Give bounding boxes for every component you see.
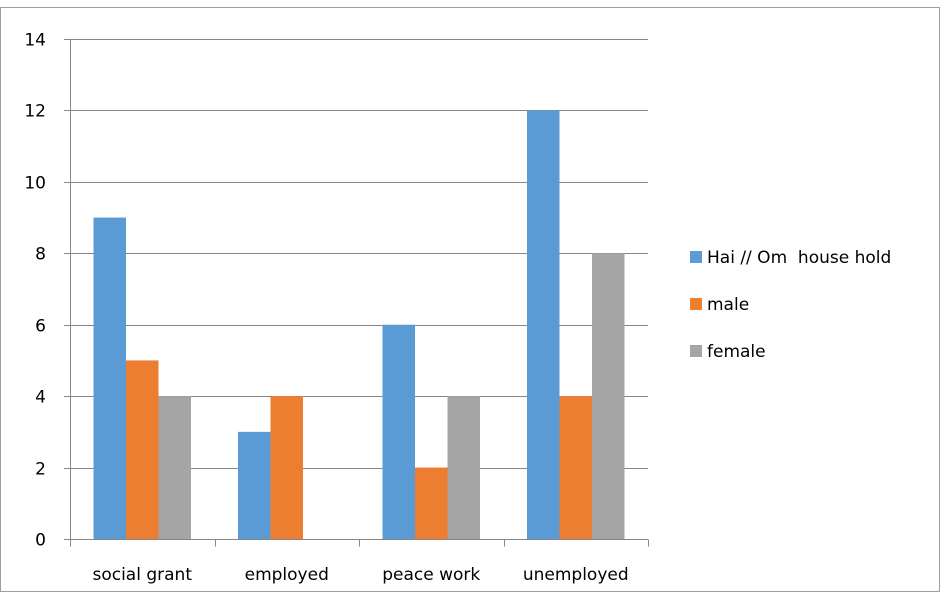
y-tick-label: 4	[35, 388, 46, 408]
x-tick-label: peace work	[382, 565, 480, 585]
bar-unemployed-female	[592, 253, 625, 540]
legend-swatch	[690, 251, 702, 263]
legend-label: Hai // Om house hold	[707, 248, 891, 268]
y-tick-label: 2	[35, 460, 46, 480]
y-tick-label: 12	[24, 102, 46, 122]
legend-swatch	[690, 298, 702, 310]
legend-label: female	[707, 342, 766, 362]
axes	[64, 39, 649, 547]
bar-unemployed-male	[559, 396, 592, 539]
legend: Hai // Om house hold male female	[690, 248, 891, 362]
bar-employed-hai-om-house-hold	[238, 431, 271, 539]
bar-unemployed-hai-om-house-hold	[527, 110, 560, 539]
legend-label: male	[707, 295, 749, 315]
bar-social-grant-hai-om-house-hold	[93, 217, 126, 540]
x-tick-label: employed	[245, 565, 329, 585]
x-tick-label: social grant	[92, 565, 192, 585]
y-tick-label: 6	[35, 317, 46, 337]
bar-peace-work-female	[447, 396, 480, 539]
y-tick-label: 10	[24, 174, 46, 194]
bar-peace-work-hai-om-house-hold	[382, 324, 415, 539]
x-tick-label: unemployed	[523, 565, 629, 585]
y-tick-labels: 0 2 4 6 8 10 12 14	[24, 31, 46, 551]
y-tick-label: 14	[24, 31, 46, 51]
bar-employed-male	[270, 396, 303, 539]
y-tick-label: 0	[35, 531, 46, 551]
y-tick-label: 8	[35, 245, 46, 265]
bars	[93, 110, 625, 540]
bar-social-grant-male	[126, 360, 159, 539]
legend-swatch	[690, 345, 702, 357]
bar-social-grant-female	[158, 396, 191, 539]
x-tick-labels: social grant employed peace work unemployed	[92, 565, 628, 585]
bar-peace-work-male	[415, 467, 448, 539]
